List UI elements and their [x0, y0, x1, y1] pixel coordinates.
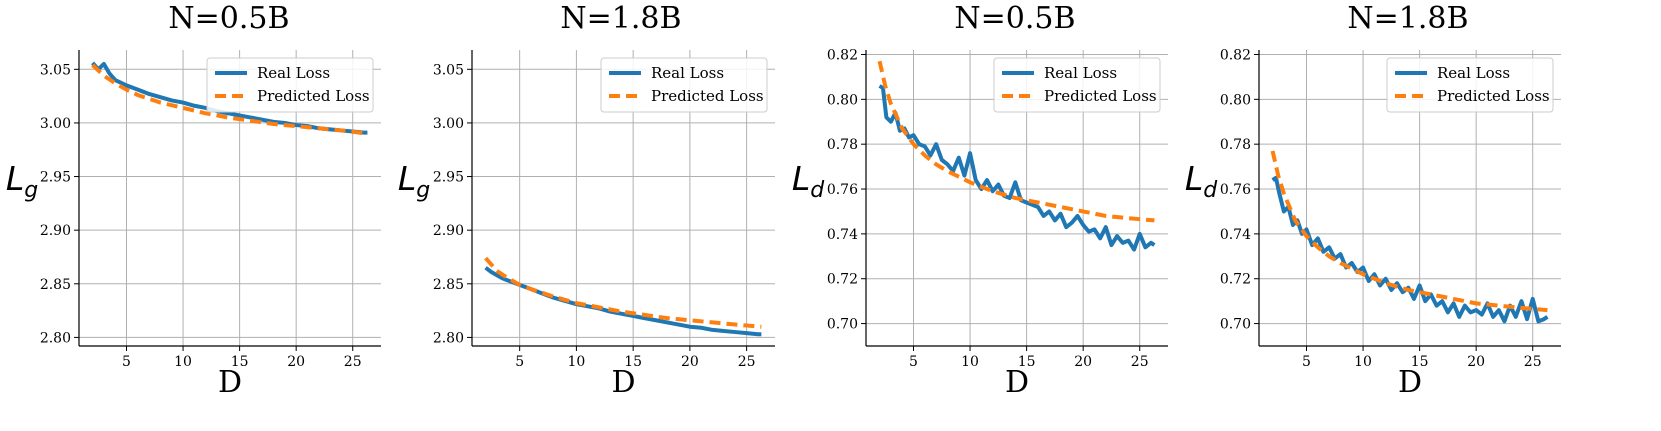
- real-loss-line: [878, 84, 1156, 252]
- x-tick-label: 25: [1131, 354, 1149, 370]
- y-tick-label: 2.95: [433, 170, 464, 186]
- y-tick-label: 0.70: [827, 317, 858, 333]
- y-tick-label: 0.80: [827, 92, 858, 108]
- y-axis-label-main: L: [6, 159, 24, 198]
- y-axis-label: Ld: [792, 159, 825, 203]
- y-tick-label: 0.78: [1220, 137, 1251, 153]
- legend-label: Real Loss: [651, 64, 724, 82]
- x-tick-label: 15: [1018, 354, 1036, 370]
- legend-box: [1386, 57, 1554, 113]
- y-axis-label: Lg: [6, 159, 38, 203]
- chart-panel-4: 5 10 15 20 25 0.70 0.72 0.74 0.76 0.78 0.80 0.82 Rea…: [1185, 1, 1561, 400]
- legend-label: Predicted Loss: [1044, 87, 1157, 105]
- x-tick-label: 15: [231, 354, 249, 370]
- x-tick-label: 5: [1302, 354, 1311, 370]
- y-tick-label: 2.85: [433, 277, 464, 293]
- y-tick-label: 3.05: [433, 62, 464, 78]
- y-tick-label: 0.72: [1220, 272, 1251, 288]
- legend: Real Loss Predicted Loss: [600, 57, 768, 113]
- y-axis-label-subscript: d: [1203, 178, 1218, 203]
- predicted-loss-line: [877, 60, 1155, 223]
- legend: Real Loss Predicted Loss: [206, 57, 374, 113]
- predicted-loss-line: [1270, 150, 1548, 313]
- chart-panel-2: 5 10 15 20 25 2.80 2.85 2.90 2.95 3.00 3.05 Real Lo…: [398, 1, 775, 400]
- x-tick-label: 25: [738, 354, 756, 370]
- y-tick-label: 0.76: [1220, 182, 1251, 198]
- x-tick-label: 10: [1354, 354, 1372, 370]
- legend-label: Real Loss: [1437, 64, 1510, 82]
- chart-title: N=1.8B: [1347, 1, 1468, 36]
- legend-box: [600, 57, 768, 113]
- legend-label: Real Loss: [257, 64, 330, 82]
- y-axis-label-main: L: [1185, 159, 1203, 198]
- x-axis-label: D: [1005, 365, 1029, 400]
- predicted-loss-line: [91, 63, 368, 136]
- y-tick-label: 0.78: [827, 137, 858, 153]
- y-tick-label: 2.80: [40, 330, 71, 346]
- legend-label: Real Loss: [1044, 64, 1117, 82]
- x-axis-label: D: [611, 365, 635, 400]
- y-tick-label: 0.82: [827, 47, 858, 63]
- x-tick-label: 25: [344, 354, 362, 370]
- x-tick-label: 25: [1524, 354, 1542, 370]
- predicted-loss-line: [484, 256, 762, 329]
- y-tick-label: 0.70: [1220, 317, 1251, 333]
- x-tick-label: 15: [624, 354, 642, 370]
- x-tick-label: 10: [174, 354, 192, 370]
- legend-label: Predicted Loss: [1437, 87, 1550, 105]
- y-tick-label: 0.74: [1220, 227, 1251, 243]
- chart-panel-3: 5 10 15 20 25 0.70 0.72 0.74 0.76 0.78 0.80 0.82 Rea…: [792, 1, 1168, 400]
- y-tick-label: 3.00: [433, 116, 464, 132]
- chart-title: N=0.5B: [168, 1, 289, 36]
- x-axis-label: D: [1398, 365, 1422, 400]
- y-tick-label: 2.90: [40, 223, 71, 239]
- y-tick-label: 2.95: [40, 170, 71, 186]
- legend-box: [206, 57, 374, 113]
- x-axis-label: D: [218, 365, 242, 400]
- y-tick-label: 0.74: [827, 227, 858, 243]
- x-tick-label: 5: [515, 354, 524, 370]
- y-axis-label-main: L: [398, 159, 416, 198]
- x-tick-label: 10: [961, 354, 979, 370]
- y-tick-label: 0.76: [827, 182, 858, 198]
- x-tick-label: 20: [1074, 354, 1092, 370]
- legend: Real Loss Predicted Loss: [993, 57, 1161, 113]
- y-tick-label: 3.05: [40, 62, 71, 78]
- legend-label: Predicted Loss: [651, 87, 764, 105]
- y-tick-label: 2.80: [433, 330, 464, 346]
- y-axis-label-subscript: g: [416, 178, 430, 203]
- x-tick-label: 20: [681, 354, 699, 370]
- y-tick-label: 2.85: [40, 277, 71, 293]
- y-tick-label: 0.80: [1220, 92, 1251, 108]
- y-axis-label: Ld: [1185, 159, 1218, 203]
- y-tick-label: 0.72: [827, 272, 858, 288]
- chart-panel-1: 5 10 15 20 25 2.80 2.85 2.90 2.95 3.00 3.05 Real Lo…: [6, 1, 381, 400]
- x-tick-label: 5: [122, 354, 131, 370]
- x-tick-label: 20: [1467, 354, 1485, 370]
- y-axis-label-main: L: [792, 159, 810, 198]
- y-axis-label-subscript: d: [810, 178, 825, 203]
- real-loss-line: [1271, 175, 1549, 324]
- legend-box: [993, 57, 1161, 113]
- y-tick-label: 0.82: [1220, 47, 1251, 63]
- y-tick-label: 2.90: [433, 223, 464, 239]
- legend: Real Loss Predicted Loss: [1386, 57, 1554, 113]
- legend-label: Predicted Loss: [257, 87, 370, 105]
- x-tick-label: 15: [1411, 354, 1429, 370]
- y-tick-label: 3.00: [40, 116, 71, 132]
- chart-title: N=0.5B: [954, 1, 1075, 36]
- x-tick-label: 20: [287, 354, 305, 370]
- y-axis-label-subscript: g: [24, 178, 38, 203]
- x-tick-label: 5: [909, 354, 918, 370]
- y-axis-label: Lg: [398, 159, 430, 203]
- chart-title: N=1.8B: [560, 1, 681, 36]
- x-tick-label: 10: [567, 354, 585, 370]
